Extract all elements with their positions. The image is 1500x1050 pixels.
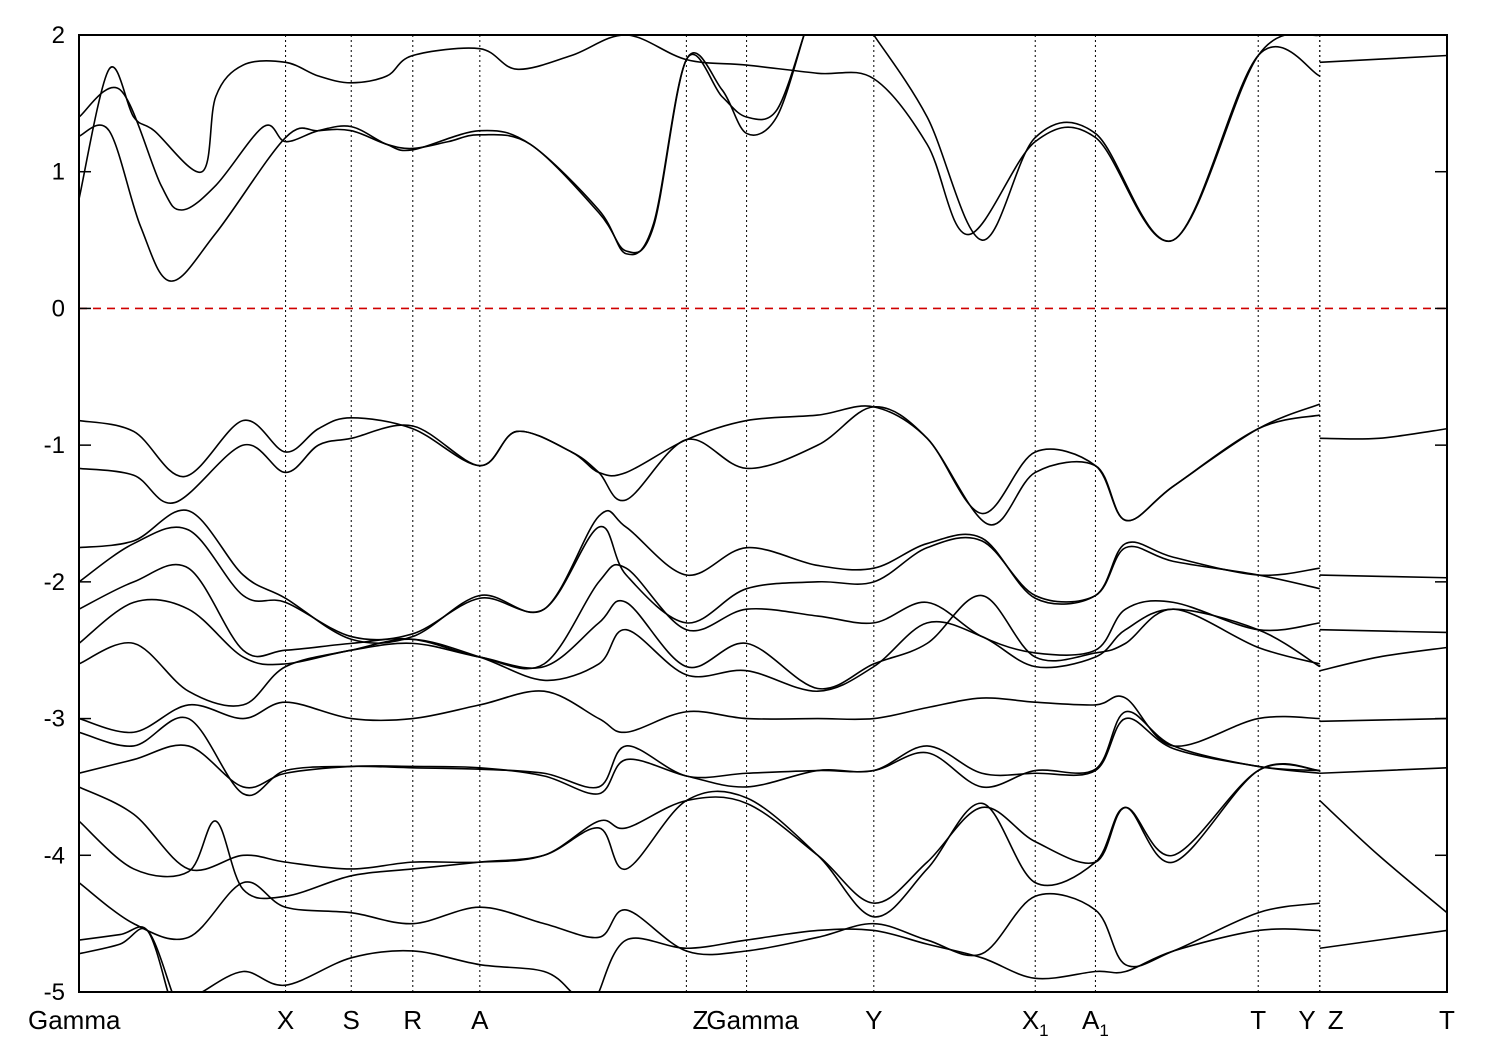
kpoint-label: Gamma	[706, 1005, 799, 1035]
kpoint-label: Z	[1328, 1005, 1344, 1035]
y-tick-label: 1	[52, 159, 65, 186]
band-line	[598, 928, 1320, 992]
band-line	[1319, 929, 1447, 950]
band-line	[79, 608, 1321, 707]
y-tick-label: 0	[52, 295, 65, 322]
y-axis: 2 1 0 -1 -2 -3 -4 -5	[44, 22, 1447, 1006]
band-line	[1319, 628, 1447, 634]
band-line	[79, 926, 169, 992]
band-line	[79, 594, 1320, 690]
kpoint-label: T	[1250, 1005, 1266, 1035]
band-line	[79, 403, 1321, 522]
band-line	[79, 717, 1320, 795]
y-tick-label: -3	[44, 706, 65, 733]
band-line	[79, 35, 1321, 243]
band-line	[79, 563, 1320, 670]
kpoint-label: X	[277, 1005, 294, 1035]
band-line	[79, 509, 1320, 644]
band-line	[1319, 646, 1447, 672]
kpoint-label-subscript: 1	[1039, 1021, 1048, 1040]
plot-frame	[78, 34, 1448, 993]
band-line	[1319, 574, 1447, 579]
y-tick-label: -4	[44, 842, 65, 869]
kpoint-label: R	[403, 1005, 422, 1035]
kpoint-label-subscript: 1	[1099, 1021, 1108, 1040]
band-line	[1319, 54, 1447, 64]
kpoint-label: X1	[1022, 1005, 1049, 1040]
kpoint-label: Z	[692, 1005, 708, 1035]
band-line	[1319, 717, 1447, 723]
kpoint-label: Y	[865, 1005, 882, 1035]
kpoint-label: Y	[1298, 1005, 1315, 1035]
band-line	[79, 881, 1320, 968]
y-tick-label: -2	[44, 569, 65, 596]
y-tick-label: -5	[44, 979, 65, 1006]
band-line	[1319, 766, 1447, 775]
kpoint-label: A1	[1082, 1005, 1109, 1040]
kpoint-label: T	[1439, 1005, 1455, 1035]
kpoint-divider-lines	[285, 35, 1321, 992]
band-line	[79, 525, 1320, 641]
band-line	[79, 35, 805, 256]
kpoint-label: Gamma	[28, 1005, 121, 1035]
band-line	[79, 406, 1320, 526]
band-line	[79, 762, 1320, 918]
y-tick-label: 2	[52, 22, 65, 49]
band-line	[1319, 800, 1447, 914]
band-line	[79, 35, 805, 282]
band-line	[79, 927, 173, 992]
band-series-group	[79, 35, 1447, 992]
band-line	[201, 949, 573, 992]
kpoint-label: A	[471, 1005, 489, 1035]
band-line	[1319, 427, 1447, 440]
band-line	[79, 690, 1320, 747]
kpoint-label: S	[343, 1005, 360, 1035]
y-tick-label: -1	[44, 432, 65, 459]
band-line	[873, 35, 1321, 242]
